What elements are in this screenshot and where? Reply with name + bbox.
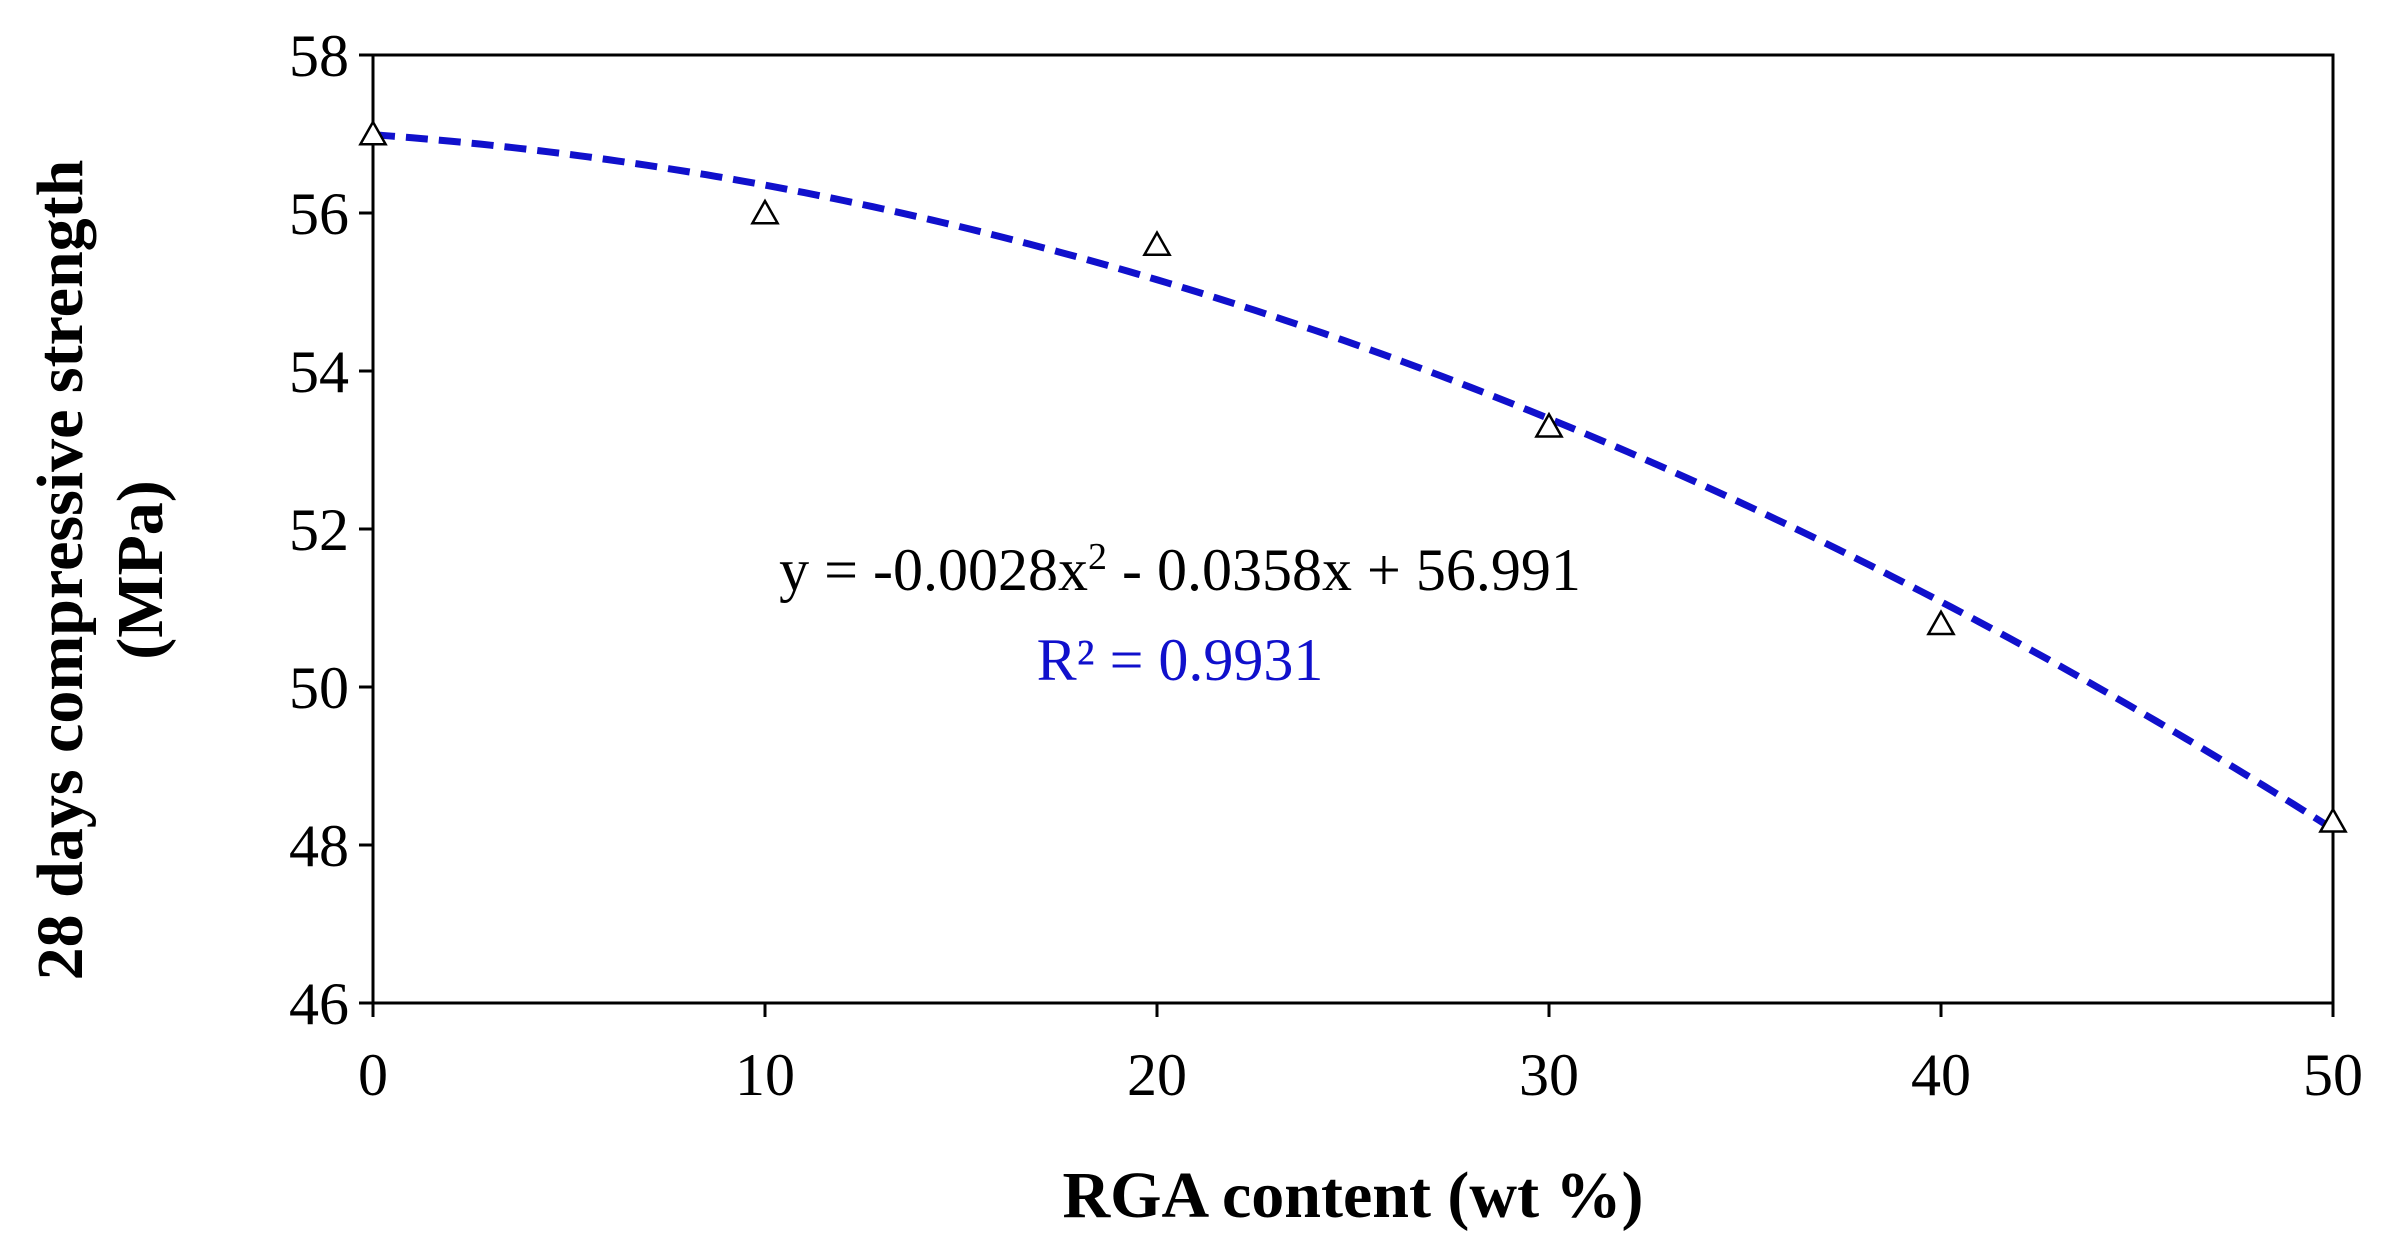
y-tick-label: 50 bbox=[289, 655, 349, 721]
y-tick-label: 46 bbox=[289, 971, 349, 1037]
y-axis-title: 28 days compressive strength (MPa) bbox=[24, 160, 177, 981]
y-tick-label: 58 bbox=[289, 23, 349, 89]
data-points bbox=[358, 119, 2348, 833]
x-axis-ticks: 0 10 20 30 40 50 bbox=[358, 1003, 2363, 1108]
data-point bbox=[750, 198, 780, 225]
x-axis-title: RGA content (wt %) bbox=[1062, 1159, 1643, 1232]
y-tick-label: 48 bbox=[289, 813, 349, 879]
x-tick-label: 0 bbox=[358, 1042, 388, 1108]
y-tick-label: 54 bbox=[289, 339, 349, 405]
x-tick-label: 40 bbox=[1911, 1042, 1971, 1108]
equation-superscript: 2 bbox=[1088, 536, 1107, 578]
data-point bbox=[1142, 230, 1172, 257]
equation-suffix: - 0.0358x + 56.991 bbox=[1107, 537, 1581, 603]
plot-frame bbox=[371, 53, 2335, 1005]
data-point bbox=[1534, 411, 1564, 438]
y-axis-title-line1: 28 days compressive strength bbox=[24, 160, 97, 981]
x-tick-label: 50 bbox=[2303, 1042, 2363, 1108]
y-axis-ticks: 46 48 50 52 54 56 58 bbox=[289, 23, 373, 1037]
y-tick-label: 52 bbox=[289, 497, 349, 563]
data-point bbox=[2318, 806, 2348, 833]
y-axis-title-line2: (MPa) bbox=[104, 480, 177, 660]
x-tick-label: 30 bbox=[1519, 1042, 1579, 1108]
trendline bbox=[372, 131, 2335, 833]
plot-area bbox=[371, 53, 2335, 1005]
y-tick-label: 56 bbox=[289, 181, 349, 247]
x-tick-label: 20 bbox=[1127, 1042, 1187, 1108]
trendline-equation: y = -0.0028x2 - 0.0358x + 56.991 bbox=[779, 536, 1581, 603]
data-point bbox=[358, 119, 388, 146]
trendline-group bbox=[372, 131, 2335, 833]
data-point bbox=[1926, 609, 1956, 636]
x-tick-label: 10 bbox=[735, 1042, 795, 1108]
r-squared-label: R² = 0.9931 bbox=[1037, 627, 1324, 693]
equation-prefix: y = -0.0028x bbox=[779, 537, 1088, 603]
